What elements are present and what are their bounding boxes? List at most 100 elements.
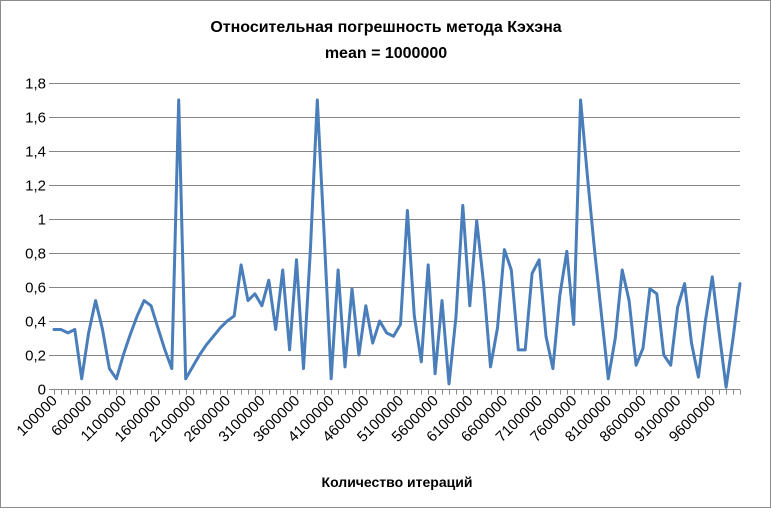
data-point xyxy=(73,328,77,331)
data-point xyxy=(690,341,693,345)
data-point xyxy=(142,299,146,302)
data-point xyxy=(129,333,132,336)
data-point xyxy=(565,250,568,253)
data-point xyxy=(378,319,381,323)
y-tick-label: 1,4 xyxy=(25,144,46,161)
data-point xyxy=(413,314,416,318)
data-point xyxy=(108,367,111,370)
data-point xyxy=(191,365,194,369)
data-point xyxy=(94,299,97,302)
data-point xyxy=(136,314,139,318)
data-point xyxy=(718,331,721,335)
data-point xyxy=(316,98,319,102)
data-point xyxy=(447,382,451,386)
data-point xyxy=(731,336,735,340)
data-point xyxy=(496,326,499,329)
data-point xyxy=(738,282,742,285)
data-point xyxy=(697,375,700,379)
data-point xyxy=(149,304,153,307)
data-point xyxy=(614,336,617,340)
data-point xyxy=(530,272,534,275)
data-point xyxy=(336,268,340,272)
data-point xyxy=(170,367,173,370)
series-line xyxy=(52,98,742,389)
data-point xyxy=(641,347,645,350)
data-point xyxy=(621,268,624,272)
data-point xyxy=(288,348,291,352)
x-axis-title: Количество итераций xyxy=(322,474,473,490)
data-point xyxy=(634,364,638,367)
data-point xyxy=(66,331,70,335)
data-point xyxy=(101,328,104,331)
data-point xyxy=(461,204,464,207)
data-point xyxy=(537,258,541,261)
data-point xyxy=(600,313,603,316)
data-point xyxy=(59,328,63,331)
data-point xyxy=(115,377,118,380)
data-point xyxy=(205,343,208,346)
data-point xyxy=(163,348,167,352)
data-point xyxy=(295,258,298,261)
data-point xyxy=(724,386,728,389)
data-point xyxy=(260,304,264,307)
data-point xyxy=(524,348,527,352)
data-point xyxy=(558,294,561,297)
data-point xyxy=(309,248,312,251)
data-point xyxy=(281,268,284,272)
data-point xyxy=(704,319,707,323)
data-point xyxy=(482,282,485,285)
chart-title-line-2: mean = 1000000 xyxy=(325,45,447,62)
data-point xyxy=(364,304,367,307)
data-point xyxy=(406,209,409,212)
data-point xyxy=(593,248,596,251)
y-axis-tick-labels: 0 0,2 0,4 0,6 0,8 1 1,2 1,4 1,6 1,8 xyxy=(25,76,46,399)
data-point xyxy=(302,367,305,370)
data-point xyxy=(489,365,492,369)
series-group xyxy=(52,98,742,389)
y-tick-label: 0,4 xyxy=(25,314,46,331)
data-point xyxy=(246,299,250,302)
chart-title-line-1: Относительная погрешность метода Кэхэна xyxy=(210,19,561,36)
data-point xyxy=(52,328,56,331)
y-tick-label: 1,6 xyxy=(25,110,46,127)
data-point xyxy=(572,323,575,326)
data-point xyxy=(330,377,333,380)
data-point xyxy=(433,372,437,375)
data-point xyxy=(267,279,270,282)
data-point xyxy=(468,304,471,307)
data-point xyxy=(323,234,326,238)
y-tick-label: 1 xyxy=(38,212,46,229)
data-point xyxy=(440,299,444,302)
data-point xyxy=(544,335,548,338)
y-tick-label: 1,2 xyxy=(25,178,46,195)
gridlines xyxy=(49,83,740,390)
data-point xyxy=(683,282,686,285)
data-point xyxy=(510,268,513,272)
data-point xyxy=(579,98,582,102)
data-point xyxy=(274,328,277,331)
data-point xyxy=(517,348,520,352)
data-point xyxy=(239,263,243,267)
x-axis-tick-labels: 1000006000001100000160000021000002600000… xyxy=(13,389,741,446)
data-point xyxy=(122,353,125,357)
data-point xyxy=(177,98,180,102)
data-point xyxy=(212,335,215,338)
data-point xyxy=(350,287,354,290)
y-tick-label: 1,8 xyxy=(25,76,46,93)
data-point xyxy=(711,275,714,278)
data-point xyxy=(87,331,90,335)
data-point xyxy=(551,367,555,370)
data-point xyxy=(676,306,679,309)
data-point xyxy=(586,177,589,180)
data-point xyxy=(253,292,257,295)
data-point xyxy=(427,263,430,267)
data-point xyxy=(655,292,658,295)
data-point xyxy=(627,299,631,302)
y-tick-label: 0,8 xyxy=(25,246,46,263)
data-point xyxy=(385,331,388,335)
y-tick-label: 0,6 xyxy=(25,280,46,297)
data-point xyxy=(184,377,187,380)
data-point xyxy=(226,319,229,323)
data-point xyxy=(156,326,160,329)
